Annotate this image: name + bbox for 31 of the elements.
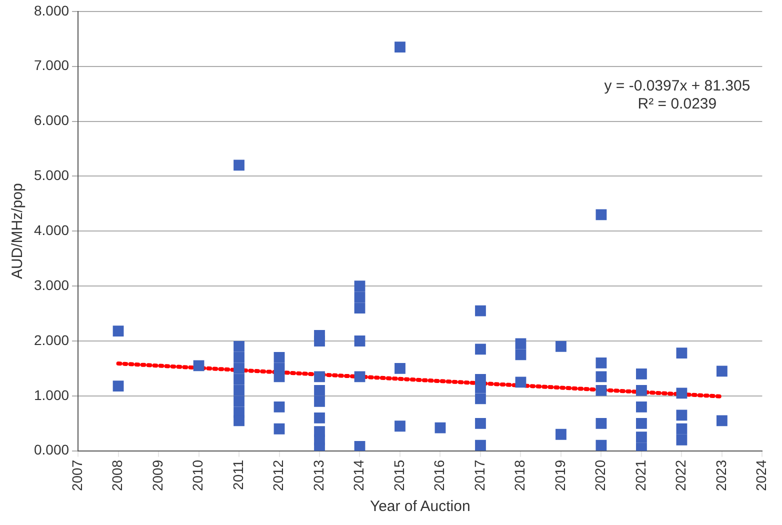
y-tick-label: 6.000 [34, 112, 70, 128]
x-tick-label: 2018 [512, 460, 528, 492]
x-tick-label: 2019 [552, 460, 568, 492]
x-tick-label: 2022 [672, 460, 689, 492]
x-tick-label: 2020 [592, 460, 608, 492]
x-tick-label: 2015 [390, 460, 407, 492]
x-tick-label: 2011 [230, 460, 246, 490]
x-tick-label: 2009 [149, 460, 166, 492]
y-tick-label: 1.000 [34, 386, 70, 403]
x-tick-label: 2024 [753, 460, 770, 492]
y-axis-title: AUD/MHz/pop [9, 183, 26, 280]
y-tick-label: 3.000 [34, 276, 70, 293]
y-tick-label: 5.000 [34, 167, 70, 184]
x-tick-label: 2023 [712, 460, 729, 492]
x-tick-label: 2008 [109, 460, 126, 492]
y-tick-label: 0.000 [34, 442, 70, 458]
x-tick-label: 2016 [431, 460, 448, 492]
x-tick-label: 2013 [310, 460, 326, 492]
x-axis-title: Year of Auction [370, 498, 470, 516]
y-tick-label: 4.000 [34, 222, 70, 238]
x-tick-label: 2010 [190, 460, 206, 492]
x-tick-label: 2014 [350, 460, 367, 492]
x-tick-label: 2017 [471, 460, 488, 492]
annotation: R² = 0.0239 [638, 96, 717, 113]
x-tick-label: 2007 [68, 460, 85, 492]
y-tick-label: 2.000 [34, 332, 70, 348]
annotation: y = -0.0397x + 81.305 [604, 78, 750, 95]
x-tick-label: 2012 [270, 460, 286, 492]
x-tick-label: 2021 [632, 460, 648, 492]
y-tick-label: 7.000 [34, 57, 70, 74]
y-tick-label: 8.000 [34, 2, 70, 18]
